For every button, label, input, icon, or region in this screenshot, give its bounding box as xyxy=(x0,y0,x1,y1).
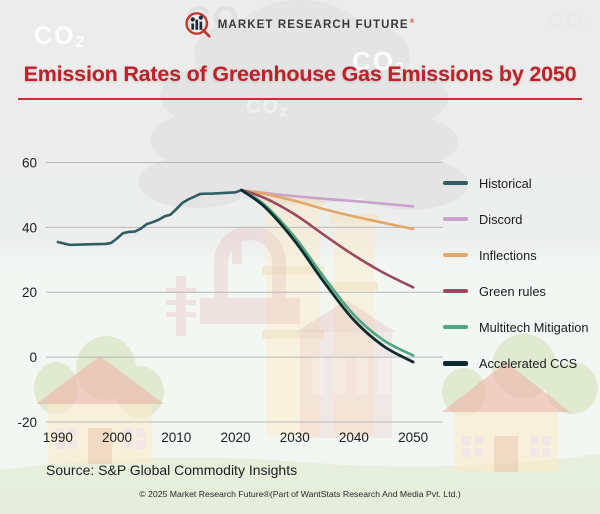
legend-item-label: Historical xyxy=(479,175,532,191)
legend-item-inflections[interactable]: Inflections xyxy=(443,237,600,273)
brand-name-text: MARKET RESEARCH FUTURE xyxy=(217,19,409,31)
header: MARKET RESEARCH FUTURE® Emission Rates o… xyxy=(0,0,600,110)
y-axis-tick-label: -20 xyxy=(17,415,37,430)
brand-name: MARKET RESEARCH FUTURE® xyxy=(218,19,415,31)
y-axis-tick-label: 20 xyxy=(22,285,37,300)
x-axis-tick-label: 2000 xyxy=(102,430,132,445)
brand-logo: MARKET RESEARCH FUTURE® xyxy=(185,12,415,38)
magnifier-bar-chart-icon xyxy=(185,12,211,38)
registered-mark: ® xyxy=(409,19,416,26)
legend-item-label: Discord xyxy=(479,211,523,227)
legend-color-swatch xyxy=(443,217,468,221)
title-divider xyxy=(18,98,582,100)
legend-item-discord[interactable]: Discord xyxy=(443,201,600,237)
series-line-accelerated-ccs xyxy=(240,188,415,364)
copyright-notice: © 2025 Market Research Future®(Part of W… xyxy=(139,489,461,499)
legend-item-label: Accelerated CCS xyxy=(479,355,578,371)
x-axis-tick-label: 2050 xyxy=(398,430,428,445)
series-line-multitech-mitigation xyxy=(240,188,415,357)
x-axis-tick-labels: 1990 2000 2010 2020 2030 2040 2050 xyxy=(43,430,428,445)
legend-color-swatch xyxy=(443,181,468,185)
y-axis-tick-label: 60 xyxy=(22,155,37,170)
legend-color-swatch xyxy=(443,289,468,293)
y-axis-tick-label: 0 xyxy=(29,350,37,365)
legend-item-accelerated-ccs[interactable]: Accelerated CCS xyxy=(443,345,600,381)
series-line-historical xyxy=(56,188,243,247)
x-axis-tick-label: 2030 xyxy=(280,430,310,445)
x-axis-tick-label: 2010 xyxy=(161,430,191,445)
source-caption: Source: S&P Global Commodity Insights xyxy=(46,462,298,478)
y-axis-tick-label: 40 xyxy=(22,220,37,235)
x-axis-tick-label: 2040 xyxy=(339,430,369,445)
legend-item-label: Green rules xyxy=(479,283,546,299)
y-axis-tick-labels: -20 0 20 40 60 xyxy=(17,155,37,430)
legend-item-label: Inflections xyxy=(479,247,537,263)
legend-item-green-rules[interactable]: Green rules xyxy=(443,273,600,309)
x-axis-tick-label: 1990 xyxy=(43,430,73,445)
series-line-green-rules xyxy=(240,188,415,289)
legend-item-label: Multitech Mitigation xyxy=(479,319,589,335)
x-axis-tick-label: 2020 xyxy=(220,430,250,445)
legend-color-swatch xyxy=(443,325,468,329)
legend-color-swatch xyxy=(443,360,468,366)
legend-item-multitech-mitigation[interactable]: Multitech Mitigation xyxy=(443,309,600,345)
emissions-line-chart: -20 0 20 40 60 1990 2000 2010 2020 2030 2040 2050 xyxy=(0,110,600,450)
series-line-inflections xyxy=(240,188,415,231)
page-title: Emission Rates of Greenhouse Gas Emissio… xyxy=(23,62,577,86)
legend-color-swatch xyxy=(443,253,468,257)
chart-legend: Historical Discord Inflections Green rul… xyxy=(443,165,600,381)
legend-item-historical[interactable]: Historical xyxy=(443,165,600,201)
gridlines xyxy=(46,162,443,423)
data-series-lines xyxy=(56,188,415,364)
